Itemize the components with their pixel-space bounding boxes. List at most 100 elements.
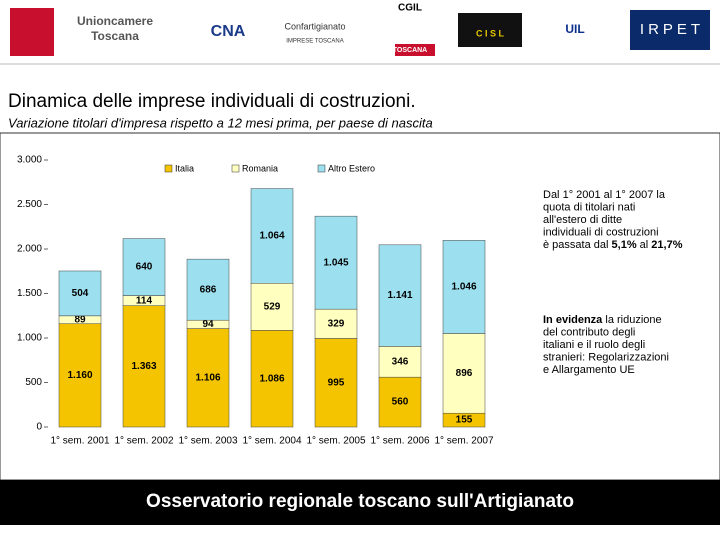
bar-segment [122, 238, 166, 296]
note-fragment: il [583, 339, 591, 351]
x-tick-label: 1° sem. 2004 [242, 436, 301, 447]
bar-segment [58, 323, 102, 428]
logo-text: CNA [211, 23, 246, 40]
value-label: 1.086 [259, 373, 284, 384]
x-tick-label: 1° sem. 2003 [178, 436, 237, 447]
bar-segment [314, 215, 358, 310]
note-fragment: di [591, 226, 603, 238]
bar-segment [314, 308, 358, 339]
note-fragment: 2001 [573, 189, 601, 201]
note-fragment: nati [615, 201, 636, 213]
legend-swatch [317, 164, 326, 173]
note-fragment: UE [616, 364, 634, 376]
note-fragment: 21,7% [648, 239, 682, 251]
chart: 0 500 1.000 1.500 2.000 2.500 3.000 Italia Roman… [17, 155, 494, 447]
bar-segment [378, 244, 422, 347]
y-tick-label: 500 [25, 377, 42, 388]
note-fragment: In [543, 314, 553, 326]
logo-text: TOSCANA [393, 47, 427, 54]
value-label: 155 [456, 415, 473, 426]
value-label: 504 [72, 288, 89, 299]
y-tick-label: 2.500 [17, 199, 42, 210]
note-fragment: è [543, 239, 549, 251]
value-label: 329 [328, 318, 345, 329]
note-fragment: al [601, 189, 613, 201]
note-fragment: al [637, 239, 649, 251]
note-line: e Allargamento UE [543, 364, 635, 376]
value-label: 94 [202, 319, 214, 330]
note-fragment: la [653, 189, 666, 201]
note-line: individuali di costruzioni [543, 226, 659, 238]
note-fragment: titolari [582, 201, 614, 213]
note-fragment: evidenza [553, 314, 603, 326]
note-fragment: degli [609, 326, 635, 338]
value-label: 640 [136, 262, 153, 273]
logo-text: CGIL [398, 3, 422, 14]
logo-text: Confartigianato [284, 21, 345, 31]
note-line: quota di titolari nati [543, 201, 635, 213]
y-tick-label: 3.000 [17, 155, 42, 166]
legend-swatch [164, 164, 173, 173]
value-label: 1.046 [451, 282, 476, 293]
note-fragment: passata [549, 239, 591, 251]
y-tick-label: 2.000 [17, 244, 42, 255]
note-fragment: all'estero [543, 214, 587, 226]
x-tick-label: 1° sem. 2005 [306, 436, 365, 447]
value-label: 529 [264, 301, 281, 312]
note-fragment: costruzioni [603, 226, 659, 238]
note-fragment: Dal [543, 189, 560, 201]
bar-segment [250, 188, 294, 284]
bar-segment [186, 328, 230, 428]
note-fragment: stranieri: [543, 351, 585, 363]
y-tick-label: 1.500 [17, 288, 42, 299]
value-label: 686 [200, 284, 217, 295]
note-fragment: 2007 [626, 189, 654, 201]
logo-text: IMPRESE TOSCANA [286, 39, 343, 45]
footer-band [0, 480, 720, 525]
logo-box [395, 44, 435, 56]
value-label: 1.363 [131, 361, 156, 372]
title: Dinamica delle imprese individuali di co… [8, 91, 416, 112]
note-line: stranieri: Regolarizzazioni [543, 351, 669, 363]
note-fragment: Regolarizzazioni [585, 351, 669, 363]
value-label: 114 [136, 295, 153, 306]
logo-text: IRPET [640, 21, 704, 38]
note-fragment: contributo [558, 326, 609, 338]
note-fragment: e [574, 339, 583, 351]
logo-text: Toscana [91, 29, 139, 43]
logo-text: UIL [565, 22, 584, 36]
value-label: 1.045 [323, 257, 348, 268]
value-label: 560 [392, 397, 409, 408]
note-fragment: di [571, 201, 583, 213]
value-label: 995 [328, 377, 345, 388]
note-fragment: 5,1% [608, 239, 636, 251]
x-tick-label: 1° sem. 2007 [434, 436, 493, 447]
note-fragment: del [543, 326, 558, 338]
y-tick-label: 1.000 [17, 333, 42, 344]
value-label: 896 [456, 368, 473, 379]
note-fragment: riduzione [614, 314, 662, 326]
note-fragment: dal [591, 239, 609, 251]
legend-label: Italia [175, 163, 194, 173]
chart-frame [0, 132, 720, 481]
note-fragment: la [602, 314, 615, 326]
note-fragment: e [543, 364, 549, 376]
note-fragment: di [587, 214, 599, 226]
value-label: 1.160 [67, 370, 92, 381]
bar-segment [250, 330, 294, 428]
footer-text: Osservatorio regionale toscano sull'Arti… [146, 491, 574, 512]
note-fragment: ditte [598, 214, 622, 226]
note-fragment: Allargamento [549, 364, 616, 376]
note-fragment: degli [619, 339, 645, 351]
note-fragment: ruolo [591, 339, 619, 351]
note-line: italiani e il ruolo degli [543, 339, 645, 351]
logo-text: C I S L [476, 28, 505, 38]
x-tick-label: 1° sem. 2002 [114, 436, 173, 447]
note-line: del contributo degli [543, 326, 635, 338]
subtitle: Variazione titolari d'impresa rispetto a… [8, 115, 433, 130]
note-fragment: italiani [543, 339, 574, 351]
